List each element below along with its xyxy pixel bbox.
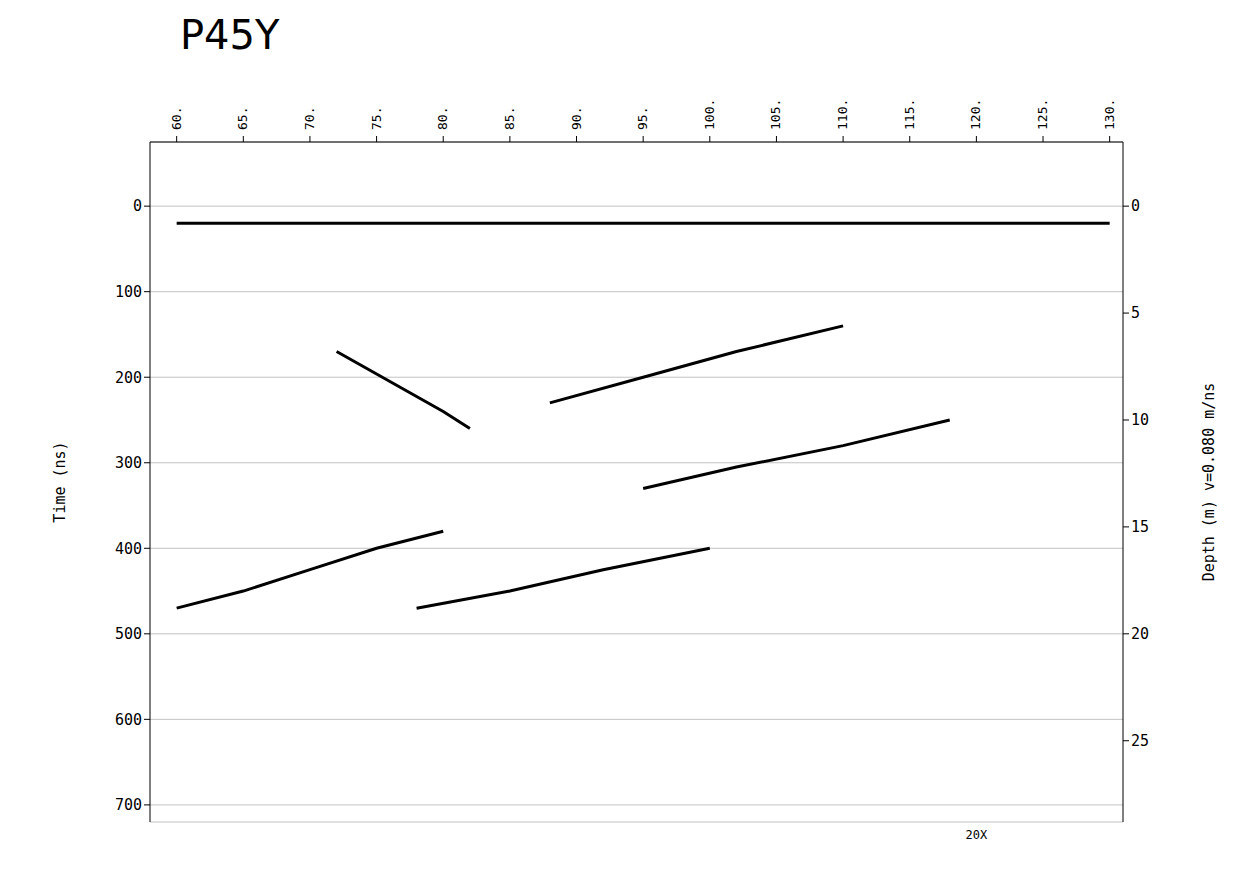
svg-text:105.: 105. — [768, 99, 783, 130]
svg-text:60.: 60. — [169, 107, 184, 130]
svg-text:0: 0 — [133, 197, 142, 215]
svg-text:300: 300 — [115, 454, 142, 472]
svg-text:65.: 65. — [235, 107, 250, 130]
svg-text:70.: 70. — [302, 107, 317, 130]
svg-text:25: 25 — [1131, 732, 1149, 750]
svg-text:Time (ns): Time (ns) — [51, 441, 69, 522]
svg-text:15: 15 — [1131, 518, 1149, 536]
svg-text:200: 200 — [115, 369, 142, 387]
svg-text:80.: 80. — [435, 107, 450, 130]
html-text:P45Y: P45Y — [180, 12, 280, 58]
svg-text:Depth (m) v=0.080 m/ns: Depth (m) v=0.080 m/ns — [1200, 383, 1218, 582]
svg-text:95.: 95. — [635, 107, 650, 130]
svg-text:120.: 120. — [968, 99, 983, 130]
svg-text:400: 400 — [115, 540, 142, 558]
svg-text:10: 10 — [1131, 411, 1149, 429]
svg-text:600: 600 — [115, 711, 142, 729]
svg-text:20: 20 — [1131, 625, 1149, 643]
svg-text:90.: 90. — [569, 107, 584, 130]
svg-text:100: 100 — [115, 283, 142, 301]
svg-text:115.: 115. — [902, 99, 917, 130]
svg-text:85.: 85. — [502, 107, 517, 130]
svg-text:130.: 130. — [1102, 99, 1117, 130]
svg-text:125.: 125. — [1035, 99, 1050, 130]
svg-text:0: 0 — [1131, 197, 1140, 215]
svg-text:5: 5 — [1131, 304, 1140, 322]
svg-text:20X: 20X — [966, 828, 988, 842]
svg-text:75.: 75. — [369, 107, 384, 130]
svg-text:100.: 100. — [702, 99, 717, 130]
svg-text:110.: 110. — [835, 99, 850, 130]
svg-text:500: 500 — [115, 625, 142, 643]
svg-text:700: 700 — [115, 796, 142, 814]
